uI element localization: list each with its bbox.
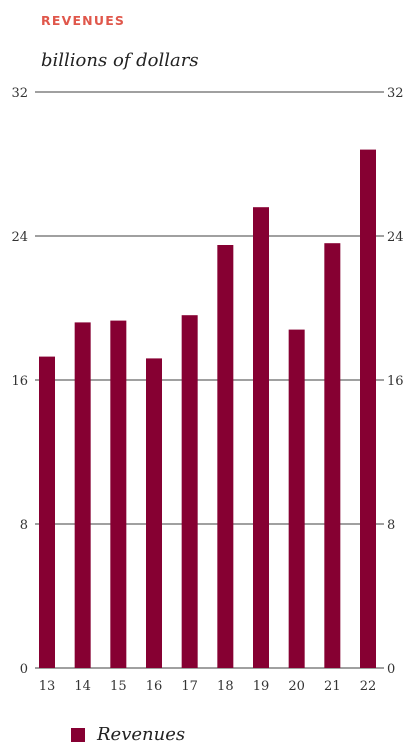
legend-swatch	[71, 727, 85, 742]
x-tick-label: 21	[324, 679, 341, 694]
y-tick-label-right: 16	[387, 374, 404, 389]
bar-15	[110, 320, 127, 668]
bar-17	[181, 315, 198, 668]
y-tick-label-right: 32	[387, 86, 404, 101]
legend: Revenues	[71, 724, 185, 745]
x-tick-label: 20	[288, 679, 305, 694]
y-tick-label-right: 0	[387, 662, 395, 677]
bar-14	[74, 322, 91, 668]
y-tick-label-left: 16	[11, 374, 28, 389]
x-tick-label: 22	[360, 679, 377, 694]
x-tick-label: 17	[181, 679, 198, 694]
bar-18	[217, 245, 234, 668]
bar-19	[253, 207, 269, 668]
x-tick-label: 13	[39, 679, 56, 694]
x-tick-label: 14	[74, 679, 91, 694]
bar-13	[39, 356, 55, 668]
x-tick-label: 18	[217, 679, 234, 694]
legend-label: Revenues	[97, 724, 186, 745]
bar-20	[288, 329, 305, 668]
bars	[39, 149, 376, 669]
bar-22	[360, 149, 376, 669]
chart-subtitle: billions of dollars	[41, 50, 199, 71]
y-tick-label-left: 32	[11, 86, 28, 101]
chart-title: REVENUES	[41, 13, 126, 28]
x-tick-label: 19	[253, 679, 270, 694]
y-tick-label-left: 8	[20, 518, 28, 533]
bar-21	[324, 243, 341, 668]
tick-labels: 0 0 8 8 16 16 24 24 32 32 13 14 15 16 17 18 19 20 21 22	[11, 86, 403, 694]
y-tick-label-right: 24	[387, 230, 404, 245]
y-tick-label-left: 24	[11, 230, 28, 245]
x-tick-label: 16	[146, 679, 163, 694]
bar-16	[146, 358, 162, 668]
y-tick-label-left: 0	[20, 662, 28, 677]
x-tick-label: 15	[110, 679, 127, 694]
y-tick-label-right: 8	[387, 518, 395, 533]
